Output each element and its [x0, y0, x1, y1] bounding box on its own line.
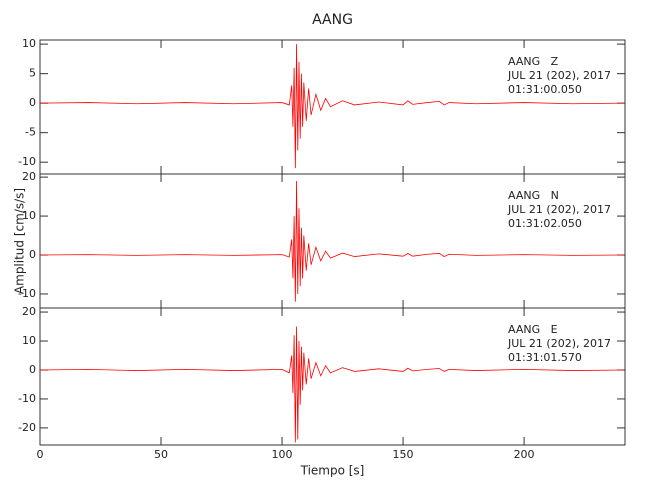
annotation: 01:31:02.050 — [508, 217, 582, 230]
panel-frame — [39, 307, 626, 446]
annotation: 01:31:00.050 — [508, 83, 582, 96]
annotation: AANG Z — [508, 55, 559, 68]
waveform — [39, 44, 624, 169]
y-tick-label: 10 — [22, 37, 36, 50]
y-tick-label: -5 — [25, 126, 36, 139]
x-tick-label: 100 — [272, 448, 293, 461]
y-tick-label: -10 — [18, 392, 36, 405]
waveform — [39, 181, 624, 302]
x-tick-label: 200 — [514, 448, 535, 461]
chart-title: AANG — [312, 12, 353, 28]
y-tick-label: 20 — [22, 305, 36, 318]
y-tick-label: 10 — [22, 334, 36, 347]
y-tick-label: -20 — [18, 421, 36, 434]
x-tick-label: 0 — [37, 448, 44, 461]
y-tick-label: 0 — [29, 248, 36, 261]
annotation: AANG N — [508, 189, 559, 202]
y-tick-label: 20 — [22, 170, 36, 183]
annotation: 01:31:01.570 — [508, 351, 582, 364]
annotation: JUL 21 (202), 2017 — [507, 203, 611, 216]
waveform — [39, 326, 624, 443]
x-tick-label: 150 — [393, 448, 414, 461]
y-tick-label: 10 — [22, 209, 36, 222]
annotation: JUL 21 (202), 2017 — [507, 337, 611, 350]
y-tick-label: 0 — [29, 363, 36, 376]
x-axis-label: Tiempo [s] — [300, 464, 365, 478]
annotation: AANG E — [508, 323, 558, 336]
y-tick-label: 0 — [29, 96, 36, 109]
y-axis-label: Amplitud [cm/s/s] — [13, 188, 27, 294]
x-tick-label: 50 — [154, 448, 168, 461]
y-tick-label: 5 — [29, 67, 36, 80]
annotation: JUL 21 (202), 2017 — [507, 69, 611, 82]
y-tick-label: -10 — [18, 287, 36, 300]
y-tick-label: -10 — [18, 155, 36, 168]
